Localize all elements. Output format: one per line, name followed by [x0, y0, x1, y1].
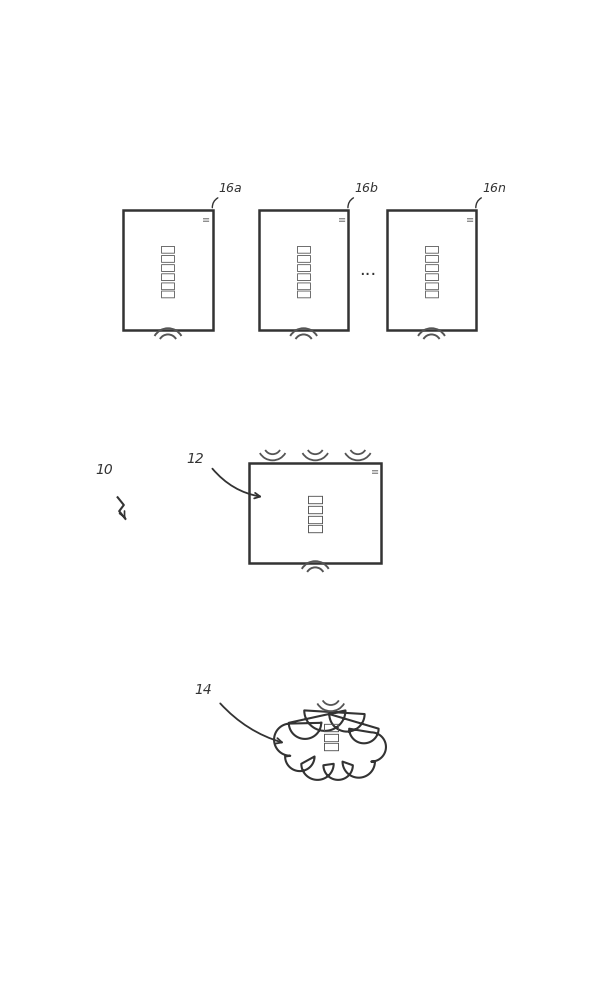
Text: 16a: 16a [219, 182, 242, 195]
Text: 访问控制装置: 访问控制装置 [161, 243, 176, 298]
Text: ≡: ≡ [338, 215, 346, 225]
Text: 服务器: 服务器 [322, 721, 340, 751]
Text: ≡: ≡ [202, 215, 211, 225]
Bar [124, 210, 212, 330]
Text: 访问控制装置: 访问控制装置 [424, 243, 439, 298]
Text: ≡: ≡ [466, 215, 474, 225]
Text: 14: 14 [194, 683, 212, 697]
Text: 16n: 16n [482, 182, 506, 195]
Text: 12: 12 [186, 452, 204, 466]
Text: 访问控制装置: 访问控制装置 [296, 243, 311, 298]
Polygon shape [274, 710, 386, 780]
Text: 16b: 16b [355, 182, 378, 195]
Bar [250, 463, 381, 563]
Bar [387, 210, 476, 330]
Text: 移动装置: 移动装置 [306, 493, 324, 533]
Bar [259, 210, 348, 330]
Text: ...: ... [359, 261, 376, 279]
Text: ≡: ≡ [371, 467, 379, 477]
Text: 10: 10 [95, 463, 113, 477]
